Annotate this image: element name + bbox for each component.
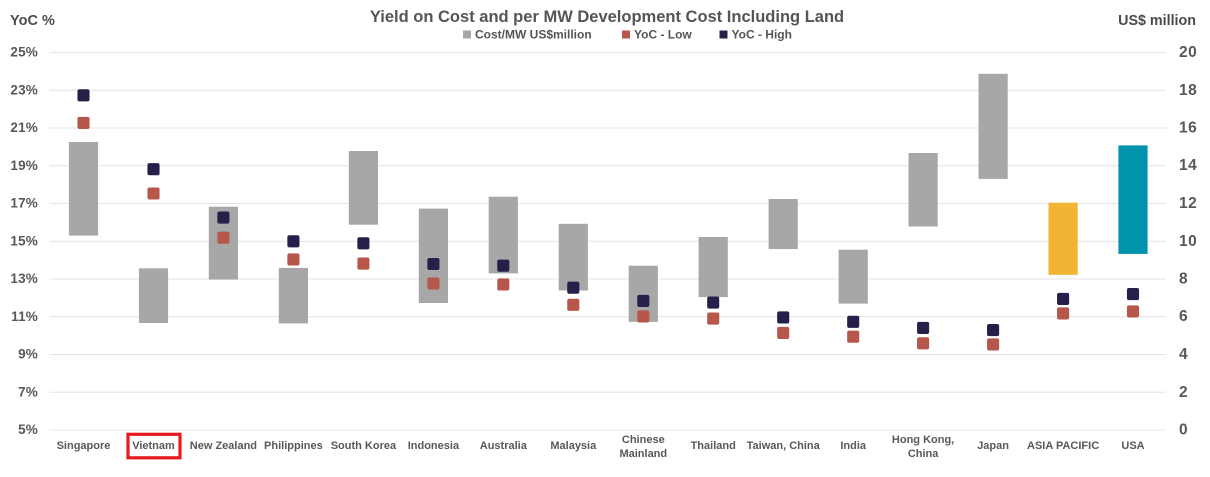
svg-text:Mainland: Mainland xyxy=(619,448,667,460)
svg-text:Yield on Cost and per MW Devel: Yield on Cost and per MW Development Cos… xyxy=(370,8,844,26)
svg-text:18: 18 xyxy=(1179,82,1197,99)
svg-text:17%: 17% xyxy=(10,196,38,211)
svg-text:US$ million: US$ million xyxy=(1118,13,1196,29)
svg-text:China: China xyxy=(908,448,939,460)
svg-text:6: 6 xyxy=(1179,308,1188,325)
svg-text:16: 16 xyxy=(1179,120,1197,137)
svg-text:12: 12 xyxy=(1179,195,1197,212)
svg-text:2: 2 xyxy=(1179,384,1188,401)
svg-text:5%: 5% xyxy=(18,422,38,437)
svg-text:13%: 13% xyxy=(10,271,38,286)
svg-text:South Korea: South Korea xyxy=(331,440,397,452)
svg-text:Australia: Australia xyxy=(480,440,528,452)
svg-text:10: 10 xyxy=(1179,233,1197,250)
svg-text:Thailand: Thailand xyxy=(691,440,736,452)
svg-text:11%: 11% xyxy=(11,309,38,324)
svg-text:ASIA PACIFIC: ASIA PACIFIC xyxy=(1027,440,1099,452)
svg-text:YoC - Low: YoC - Low xyxy=(634,28,692,42)
svg-text:New Zealand: New Zealand xyxy=(190,440,257,452)
svg-text:23%: 23% xyxy=(10,83,38,98)
svg-text:7%: 7% xyxy=(18,384,38,399)
svg-text:25%: 25% xyxy=(10,45,38,60)
svg-text:USA: USA xyxy=(1121,440,1144,452)
svg-text:Japan: Japan xyxy=(977,440,1009,452)
svg-text:0: 0 xyxy=(1179,422,1188,439)
svg-text:YoC %: YoC % xyxy=(10,13,55,29)
svg-text:India: India xyxy=(840,440,867,452)
svg-text:YoC - High: YoC - High xyxy=(732,28,792,42)
svg-text:Singapore: Singapore xyxy=(57,440,111,452)
svg-text:Malaysia: Malaysia xyxy=(550,440,597,452)
svg-text:15%: 15% xyxy=(10,233,38,248)
svg-text:9%: 9% xyxy=(18,347,38,362)
svg-text:Philippines: Philippines xyxy=(264,440,323,452)
svg-text:20: 20 xyxy=(1179,44,1197,61)
svg-text:Chinese: Chinese xyxy=(622,434,665,446)
svg-text:14: 14 xyxy=(1179,157,1197,174)
svg-text:Indonesia: Indonesia xyxy=(408,440,460,452)
svg-text:Vietnam: Vietnam xyxy=(132,440,175,452)
svg-text:8: 8 xyxy=(1179,271,1188,288)
svg-text:Taiwan, China: Taiwan, China xyxy=(747,440,821,452)
svg-text:Cost/MW US$million: Cost/MW US$million xyxy=(475,28,592,42)
svg-text:21%: 21% xyxy=(10,120,38,135)
svg-text:19%: 19% xyxy=(10,158,38,173)
svg-text:4: 4 xyxy=(1179,346,1188,363)
svg-text:Hong Kong,: Hong Kong, xyxy=(892,434,954,446)
